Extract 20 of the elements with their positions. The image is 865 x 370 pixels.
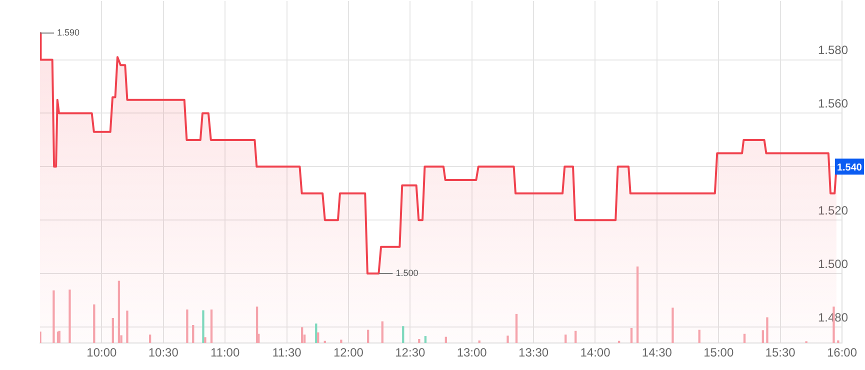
x-tick-label: 14:30: [642, 346, 672, 360]
x-tick-label: 11:30: [272, 346, 302, 360]
x-tick-label: 10:30: [148, 346, 179, 360]
x-tick-label: 16:00: [826, 346, 858, 360]
x-tick-label: 13:00: [456, 346, 488, 360]
y-tick-label: 1.560: [818, 96, 848, 111]
x-tick-label: 12:30: [395, 346, 426, 360]
annotation: 1.540: [836, 162, 862, 174]
y-tick-label: 1.500: [818, 256, 848, 271]
annotation: 1.590: [57, 28, 80, 38]
x-tick-label: 15:00: [704, 346, 734, 360]
x-tick-label: 11:00: [210, 346, 240, 360]
annotation: 1.500: [396, 268, 418, 278]
x-tick-label: 12:00: [333, 346, 364, 360]
x-tick-label: 14:00: [580, 346, 611, 360]
x-tick-label: 15:30: [765, 346, 796, 360]
x-tick-label: 13:30: [518, 346, 549, 360]
y-tick-label: 1.520: [818, 203, 848, 218]
y-tick-label: 1.580: [818, 43, 848, 58]
x-tick-label: 10:00: [86, 346, 118, 360]
